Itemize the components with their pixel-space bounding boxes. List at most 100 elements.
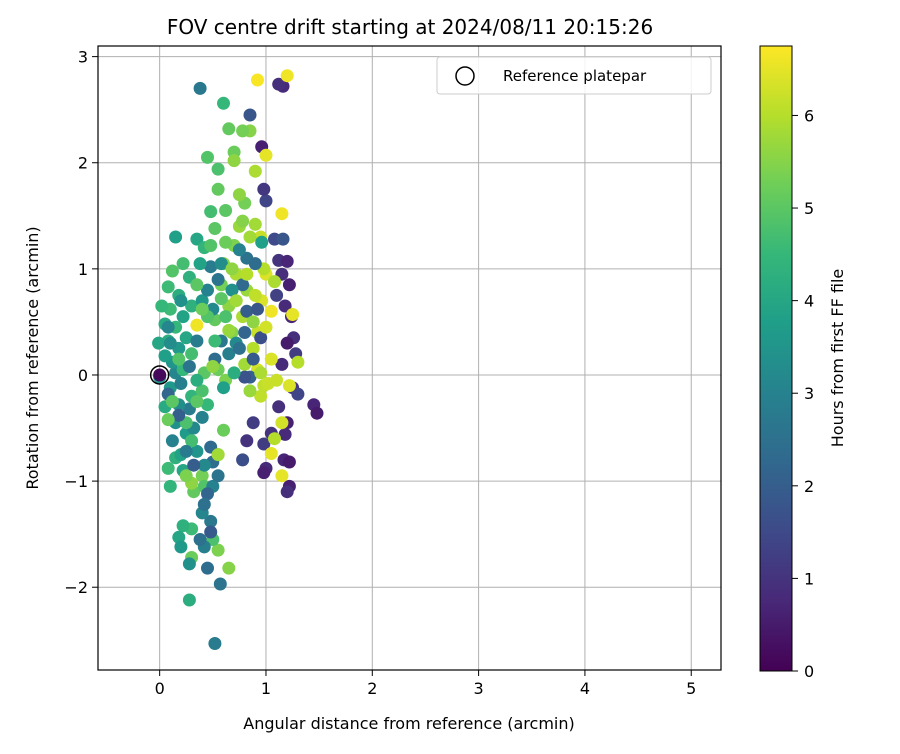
data-point (176, 310, 190, 324)
data-point (232, 243, 246, 257)
x-tick-label: 1 (261, 679, 271, 698)
data-point (185, 347, 199, 361)
data-point (211, 469, 225, 483)
data-point (197, 458, 211, 472)
data-point (276, 232, 290, 246)
data-point (254, 366, 268, 380)
data-point (204, 525, 218, 539)
colorbar-tick-label: 4 (804, 292, 814, 311)
data-point (211, 162, 225, 176)
data-point (197, 497, 211, 511)
y-axis-label: Rotation from reference (arcmin) (23, 226, 42, 489)
data-point (261, 377, 275, 390)
data-point (204, 239, 218, 252)
data-point (275, 207, 289, 221)
data-point (219, 204, 233, 217)
data-point (286, 308, 300, 321)
data-point (291, 387, 305, 401)
data-point (275, 357, 289, 371)
data-point (204, 205, 218, 219)
data-point (217, 381, 230, 395)
data-point (257, 182, 271, 196)
colorbar-tick-label: 6 (804, 106, 814, 125)
y-tick-label: −2 (64, 578, 88, 597)
colorbar-tick-label: 2 (804, 477, 814, 496)
data-point (257, 437, 271, 451)
data-point (248, 257, 262, 271)
data-point (211, 273, 225, 286)
reference-point (153, 368, 167, 382)
data-point (193, 257, 207, 271)
data-point (272, 77, 286, 91)
data-point (193, 81, 207, 95)
data-point (238, 370, 252, 384)
data-point (195, 410, 209, 424)
data-point (208, 334, 222, 348)
data-point (208, 637, 222, 650)
data-points (152, 69, 324, 650)
data-point (251, 73, 264, 87)
data-point (163, 336, 177, 350)
x-tick-label: 4 (580, 679, 590, 698)
data-point (190, 373, 204, 387)
y-tick-label: 2 (78, 154, 88, 173)
data-point (236, 214, 250, 228)
data-point (217, 96, 230, 110)
data-point (182, 593, 196, 607)
y-axis-ticks: −2 −1 0 1 2 3 (64, 48, 98, 597)
data-point (278, 427, 292, 441)
data-point (190, 444, 204, 458)
data-point (201, 283, 214, 297)
data-point (165, 395, 179, 408)
x-tick-label: 0 (155, 679, 165, 698)
data-point (174, 377, 188, 390)
y-tick-label: 0 (78, 366, 88, 385)
data-point (172, 352, 186, 366)
data-point (201, 487, 214, 501)
data-point (278, 299, 292, 313)
data-point (204, 514, 218, 528)
data-point (201, 398, 214, 412)
data-point (259, 148, 273, 162)
data-point (214, 292, 228, 306)
data-point (211, 182, 225, 196)
data-point (165, 434, 179, 448)
data-point (272, 400, 286, 414)
data-point (222, 561, 236, 575)
data-point (185, 434, 199, 448)
data-point (246, 416, 260, 430)
data-point (217, 423, 230, 437)
data-point (254, 389, 268, 403)
data-point (268, 275, 281, 289)
data-point (240, 304, 254, 318)
data-point (201, 561, 214, 575)
data-point (254, 331, 268, 345)
data-point (222, 347, 236, 361)
data-point (158, 349, 172, 363)
data-point (227, 154, 241, 168)
data-point (280, 254, 294, 268)
data-point (259, 320, 273, 334)
data-point (246, 341, 260, 355)
data-point (248, 164, 262, 178)
data-point (282, 278, 296, 292)
data-point (236, 124, 250, 138)
data-point (280, 336, 294, 350)
data-point (204, 260, 218, 274)
reference-ring (149, 365, 170, 385)
data-point (240, 434, 254, 448)
data-point (176, 519, 190, 533)
data-point (225, 262, 239, 276)
chart-title: FOV centre drift starting at 2024/08/11 … (167, 15, 653, 39)
colorbar-tick-label: 3 (804, 384, 814, 403)
data-point (165, 264, 179, 278)
data-point (176, 257, 190, 271)
data-point (195, 302, 209, 316)
colorbar-tick-label: 1 (804, 569, 814, 588)
legend-marker-open-circle-icon (455, 66, 475, 86)
data-point (174, 540, 188, 554)
data-point (211, 448, 225, 462)
data-point (275, 469, 289, 483)
data-point (282, 455, 296, 469)
data-point (229, 294, 243, 308)
